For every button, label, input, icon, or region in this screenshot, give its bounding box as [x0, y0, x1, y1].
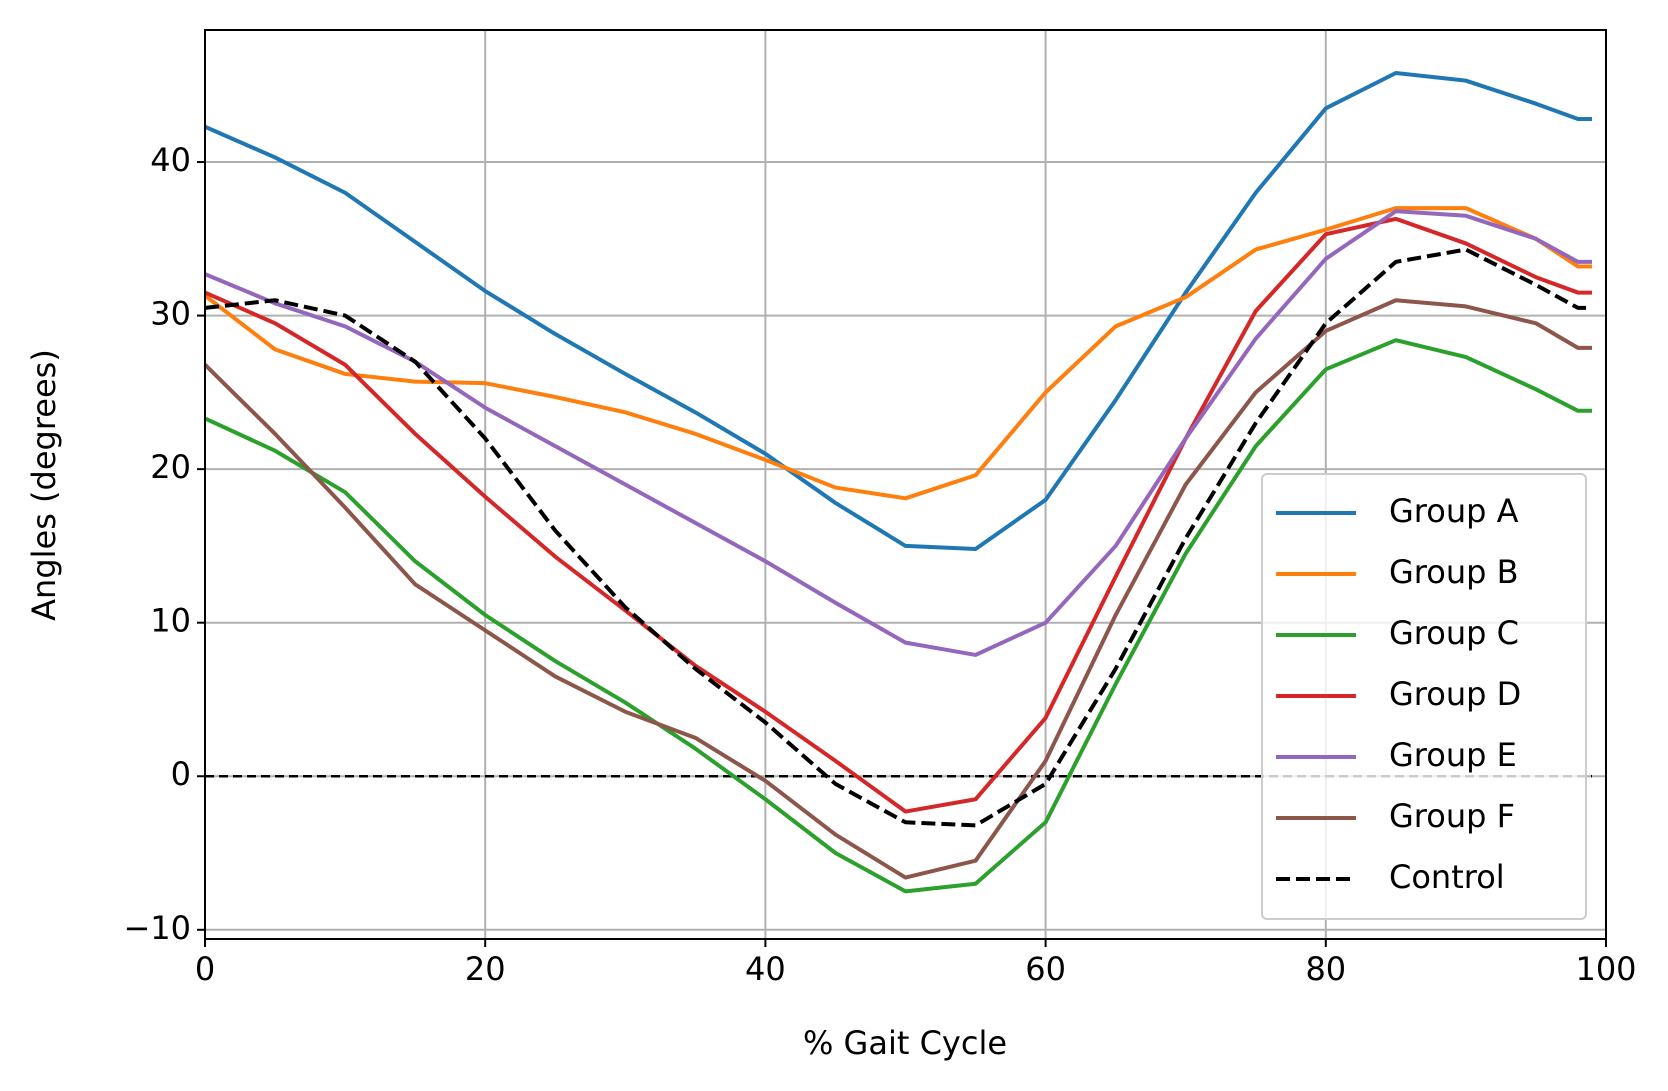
legend-label: Group D [1389, 675, 1521, 713]
legend-label: Group C [1389, 614, 1519, 652]
x-tick-label: 80 [1305, 950, 1346, 988]
series-line [204, 70, 1592, 551]
y-tick-label: 0 [171, 755, 191, 793]
y-tick-label: −10 [123, 909, 191, 947]
x-tick-label: 100 [1575, 950, 1636, 988]
series-line [203, 298, 1592, 880]
legend-label: Group B [1389, 553, 1519, 591]
y-tick-label: 40 [150, 141, 191, 179]
plot-frame [204, 29, 1607, 940]
legend-label: Group E [1389, 736, 1517, 774]
y-tick-label: 30 [150, 295, 191, 333]
x-tick-label: 20 [465, 950, 506, 988]
series-line [204, 247, 1592, 828]
x-tick-label: 60 [1025, 950, 1066, 988]
y-tick-label: 10 [150, 602, 191, 640]
x-axis-label: % Gait Cycle [803, 1024, 1007, 1062]
y-axis-label: Angles (degrees) [25, 349, 63, 621]
x-tick-label: 0 [195, 950, 215, 988]
legend-label: Control [1389, 858, 1505, 896]
legend: Group A Group B Group C Group D Group E Group… [1261, 473, 1587, 920]
legend-box [1261, 473, 1587, 920]
legend-label: Group A [1389, 492, 1519, 530]
series-line [204, 209, 1592, 657]
y-tick-label: 20 [150, 448, 191, 486]
series-line [204, 338, 1592, 894]
series-line [204, 216, 1592, 814]
series-line [203, 206, 1592, 501]
x-tick-label: 40 [745, 950, 786, 988]
legend-label: Group F [1389, 797, 1515, 835]
